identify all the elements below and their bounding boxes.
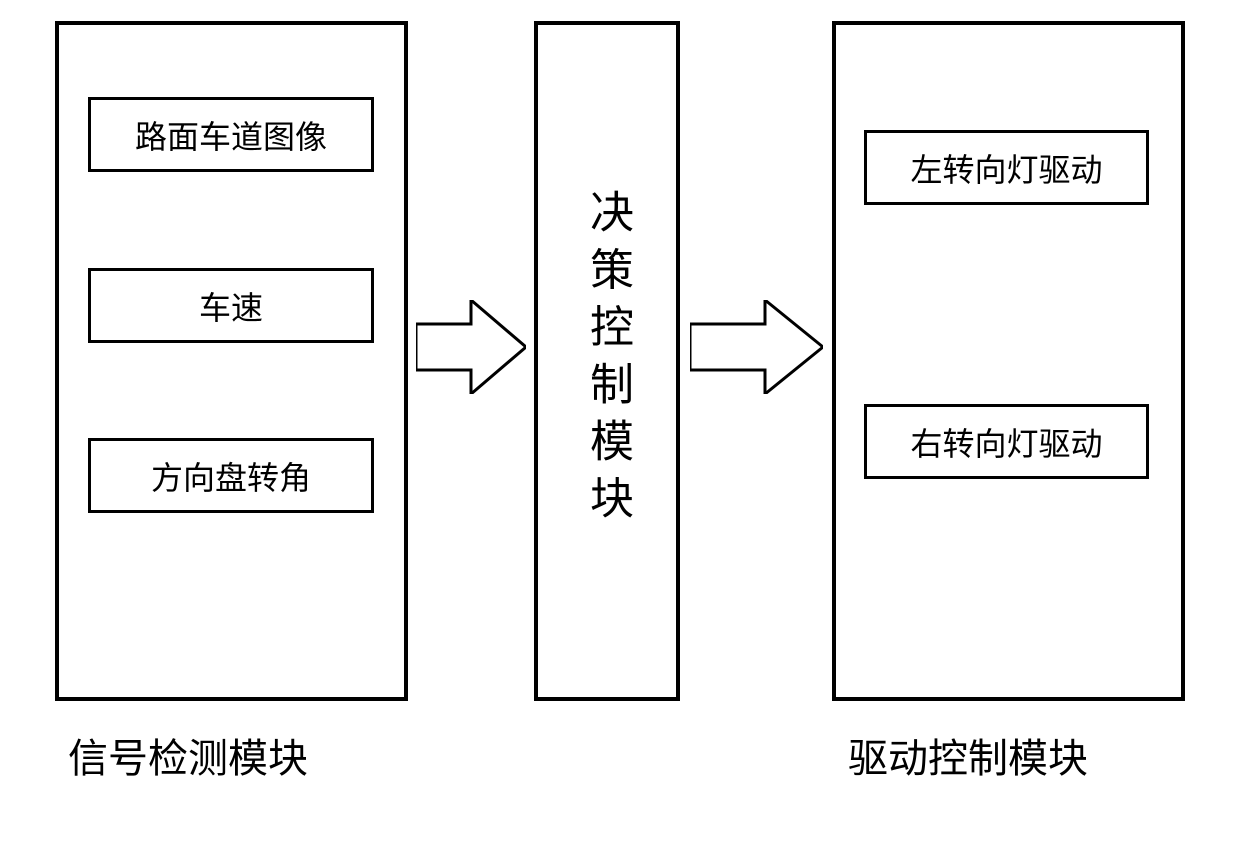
module-drive-control [832,21,1185,701]
item-lane-image-label: 路面车道图像 [135,112,327,158]
arrow-1-icon [416,300,526,394]
item-left-turn-drive: 左转向灯驱动 [864,130,1149,205]
item-speed-label: 车速 [199,283,263,329]
module2-label: 决策控制模块 [575,189,639,532]
item-steering-angle: 方向盘转角 [88,438,374,513]
module-decision-control: 决策控制模块 [534,21,680,701]
item-speed: 车速 [88,268,374,343]
item-lane-image: 路面车道图像 [88,97,374,172]
item-left-turn-drive-label: 左转向灯驱动 [910,145,1102,191]
module3-label: 驱动控制模块 [848,726,1088,784]
arrow-2-icon [690,300,823,394]
item-right-turn-drive: 右转向灯驱动 [864,404,1149,479]
module1-label: 信号检测模块 [68,726,308,784]
item-right-turn-drive-label: 右转向灯驱动 [910,419,1102,465]
item-steering-angle-label: 方向盘转角 [151,453,311,499]
